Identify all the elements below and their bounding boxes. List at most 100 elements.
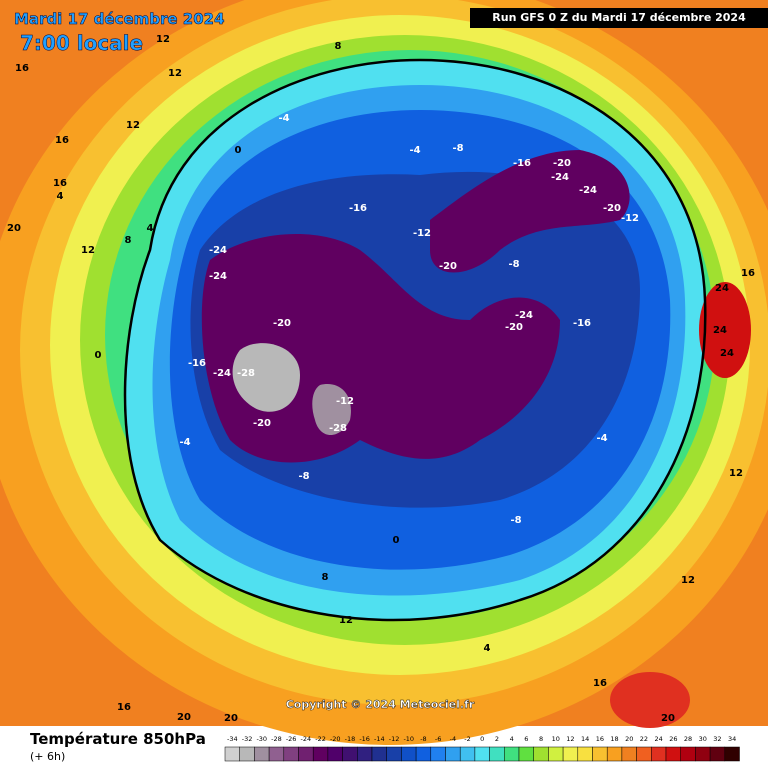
contour-label: 16 [593,678,607,689]
legend-swatch [312,746,329,762]
legend-label: 26 [669,735,677,743]
legend-swatch [577,746,593,762]
contour-label: 16 [53,178,67,189]
legend-swatch [621,746,637,762]
time: 7:00 locale [20,31,143,55]
contour-label: 0 [235,145,242,156]
contour-label: -12 [413,228,431,239]
contour-label: -4 [278,113,289,124]
legend-swatch [459,746,476,762]
legend-label: 14 [581,735,589,743]
contour-label: -20 [553,158,571,169]
contour-label: 12 [681,575,695,586]
contour-label: 16 [117,702,131,713]
contour-label: 12 [168,68,182,79]
legend-swatch [401,746,417,762]
legend-label: -18 [345,735,356,743]
legend-swatch [533,746,549,762]
contour-label: -28 [329,423,347,434]
legend-swatch [651,746,667,762]
legend-swatch [592,746,608,762]
contour-label: -16 [349,203,367,214]
contour-label: 0 [393,535,400,546]
legend-label: 34 [728,735,736,743]
footer-title: Température 850hPa [30,730,206,748]
legend-swatch [283,746,299,762]
legend-label: -30 [256,735,267,743]
legend-label: -16 [359,735,370,743]
contour-label: -16 [573,318,591,329]
legend-label: -4 [450,735,456,743]
legend-swatch [606,746,623,762]
contour-label: -8 [510,515,521,526]
legend-swatch [665,746,681,762]
contour-label: -24 [579,185,597,196]
legend-label: 0 [480,735,484,743]
contour-label: -24 [209,271,227,282]
run-info: Run GFS 0 Z du Mardi 17 décembre 2024 [492,11,746,24]
contour-label: 24 [713,325,727,336]
contour-label: -8 [298,471,309,482]
contour-label: 12 [126,120,140,131]
contour-label: -12 [621,213,639,224]
contour-label: -20 [603,203,621,214]
legend-label: 10 [552,735,560,743]
legend-label: 2 [495,735,499,743]
legend-swatch [709,746,726,762]
contour-label: -20 [273,318,291,329]
contour-label: -16 [188,358,206,369]
contour-label: 0 [95,350,102,361]
contour-label: 4 [484,643,491,654]
zone [699,282,751,378]
legend-label: 6 [524,735,528,743]
legend-label: -8 [420,735,426,743]
footer-step: (+ 6h) [30,750,65,763]
legend-swatch [504,746,520,762]
legend-swatch [298,746,314,762]
legend-swatch [636,746,652,762]
contour-label: 8 [322,572,329,583]
contour-label: 20 [661,713,675,724]
legend-label: 12 [566,735,574,743]
legend-label: 22 [640,735,648,743]
legend-label: -2 [464,735,470,743]
contour-label: -24 [551,172,569,183]
legend-swatch [239,746,255,762]
legend-swatch [327,746,343,762]
legend-swatch [224,746,240,762]
contour-label: -8 [452,143,463,154]
contour-label: -8 [508,259,519,270]
contour-label: 4 [147,223,154,234]
legend-label: -14 [374,735,385,743]
legend-label: 28 [684,735,692,743]
zone [610,672,690,728]
contour-label: -4 [409,145,420,156]
contour-label: 24 [720,348,734,359]
legend-label: -28 [271,735,282,743]
contour-label: 12 [81,245,95,256]
legend-swatch [489,746,505,762]
contour-label: 12 [156,34,170,45]
contour-label: -20 [439,261,457,272]
legend-swatch [386,746,402,762]
contour-label: -24 [209,245,227,256]
legend-label: 20 [625,735,633,743]
zone [232,343,300,412]
contour-label: -20 [505,322,523,333]
legend-label: -32 [242,735,253,743]
contour-label: 16 [741,268,755,279]
legend-swatch [445,746,461,762]
legend-label: -26 [286,735,297,743]
legend-swatch [724,746,740,762]
legend-label: 8 [539,735,543,743]
contour-label: -16 [513,158,531,169]
legend-label: -12 [389,735,400,743]
contour-label: -4 [596,433,607,444]
legend-swatch [474,746,490,762]
contour-label: -12 [336,396,354,407]
legend-swatch [518,746,534,762]
legend-swatch [371,746,387,762]
copyright: Copyright © 2024 Meteociel.fr [286,698,475,711]
contour-label: 24 [715,283,729,294]
